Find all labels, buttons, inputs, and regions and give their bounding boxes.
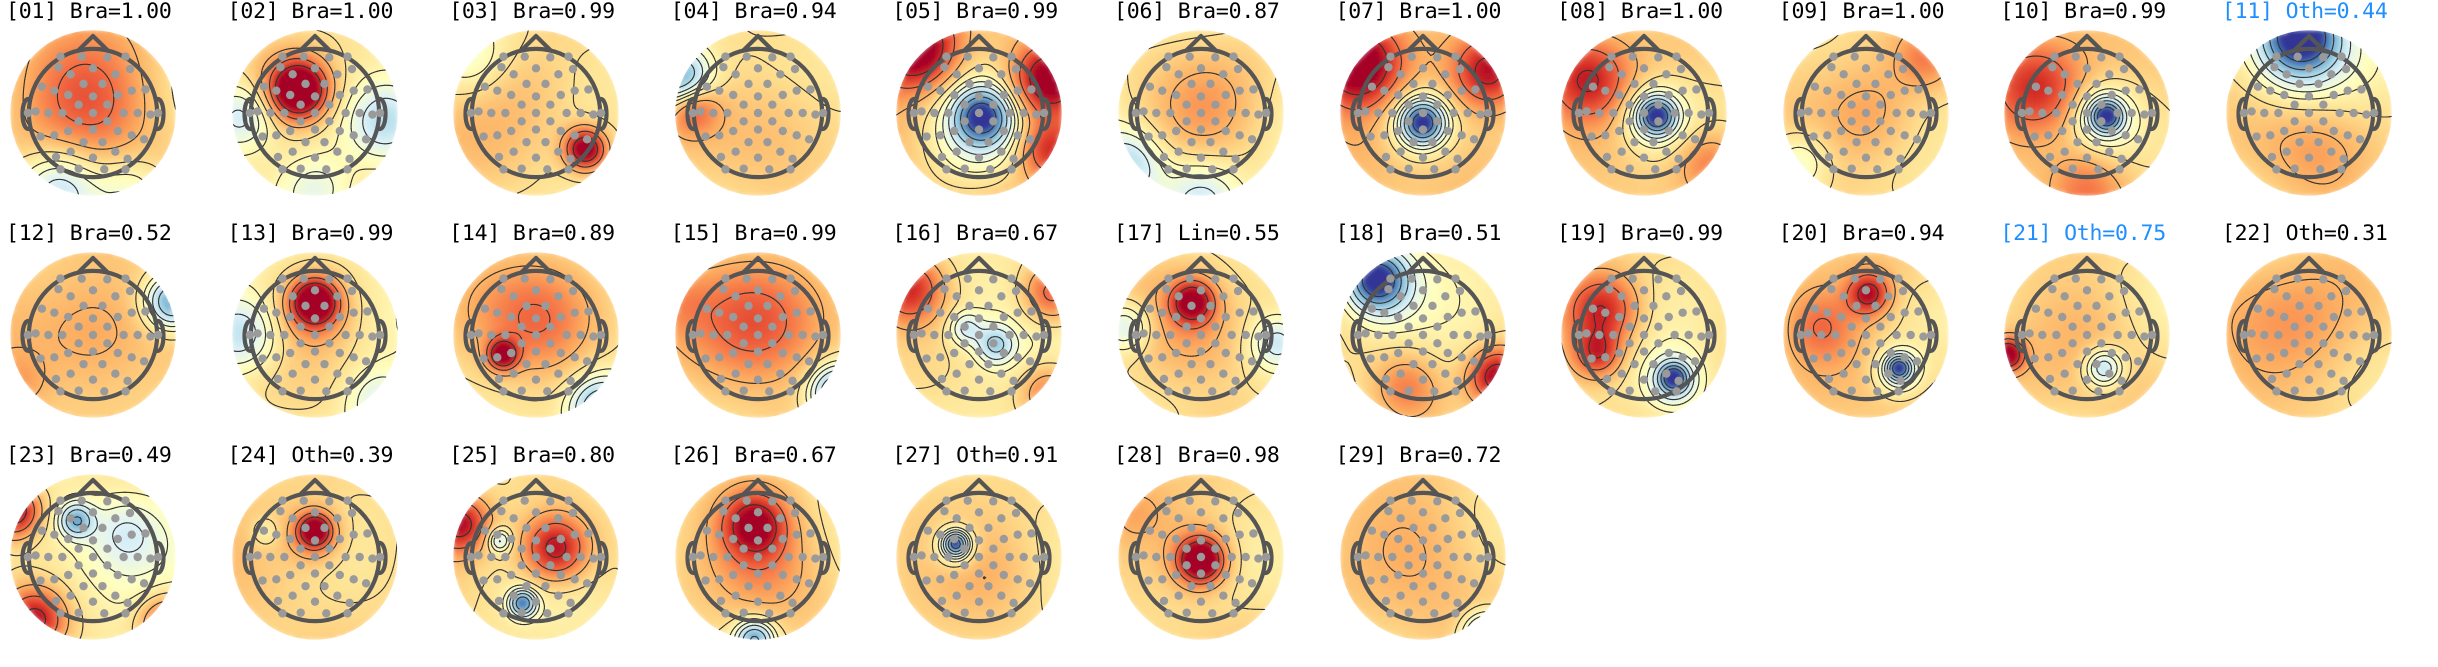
- ica-topomap-07[interactable]: [1334, 24, 1512, 202]
- ica-component-cell-14[interactable]: [14] Bra=0.89: [443, 222, 665, 444]
- ica-component-cell-18[interactable]: [18] Bra=0.51: [1330, 222, 1552, 444]
- ica-component-title-26[interactable]: [26] Bra=0.67: [671, 444, 881, 468]
- ica-component-cell-27[interactable]: [27] Oth=0.91: [886, 444, 1108, 666]
- ica-topomap-26[interactable]: [669, 468, 847, 646]
- ica-component-cell-11[interactable]: [11] Oth=0.44: [2216, 0, 2438, 222]
- ica-component-cell-09[interactable]: [09] Bra=1.00: [1773, 0, 1995, 222]
- ica-component-title-02[interactable]: [02] Bra=1.00: [228, 0, 438, 24]
- ica-component-cell-29[interactable]: [29] Bra=0.72: [1330, 444, 1552, 666]
- ica-component-cell-23[interactable]: [23] Bra=0.49: [0, 444, 222, 666]
- ica-component-title-10[interactable]: [10] Bra=0.99: [2000, 0, 2210, 24]
- ica-component-title-03[interactable]: [03] Bra=0.99: [449, 0, 659, 24]
- ica-component-cell-17[interactable]: [17] Lin=0.55: [1108, 222, 1330, 444]
- ica-component-title-27[interactable]: [27] Oth=0.91: [892, 444, 1102, 468]
- ica-topomap-01[interactable]: [4, 24, 182, 202]
- ica-topomap-02[interactable]: [226, 24, 404, 202]
- ica-topomap-28[interactable]: [1112, 468, 1290, 646]
- ica-component-title-07[interactable]: [07] Bra=1.00: [1336, 0, 1546, 24]
- ica-topomap-13[interactable]: [226, 246, 404, 424]
- ica-topomap-24[interactable]: [226, 468, 404, 646]
- ica-component-cell-07[interactable]: [07] Bra=1.00: [1330, 0, 1552, 222]
- ica-component-title-08[interactable]: [08] Bra=1.00: [1557, 0, 1767, 24]
- ica-topomap-29[interactable]: [1334, 468, 1512, 646]
- ica-component-cell-01[interactable]: [01] Bra=1.00: [0, 0, 222, 222]
- ica-component-cell-22[interactable]: [22] Oth=0.31: [2216, 222, 2438, 444]
- ica-topomap-06[interactable]: [1112, 24, 1290, 202]
- ica-component-cell-24[interactable]: [24] Oth=0.39: [222, 444, 444, 666]
- ica-topomap-16[interactable]: [890, 246, 1068, 424]
- ica-component-cell-15[interactable]: [15] Bra=0.99: [665, 222, 887, 444]
- ica-topomap-12[interactable]: [4, 246, 182, 424]
- ica-topomap-22[interactable]: [2220, 246, 2398, 424]
- ica-component-cell-06[interactable]: [06] Bra=0.87: [1108, 0, 1330, 222]
- ica-component-title-11[interactable]: [11] Oth=0.44: [2222, 0, 2432, 24]
- ica-component-cell-20[interactable]: [20] Bra=0.94: [1773, 222, 1995, 444]
- ica-topomap-19[interactable]: [1555, 246, 1733, 424]
- ica-component-title-28[interactable]: [28] Bra=0.98: [1114, 444, 1324, 468]
- ica-component-cell-16[interactable]: [16] Bra=0.67: [886, 222, 1108, 444]
- ica-component-title-13[interactable]: [13] Bra=0.99: [228, 222, 438, 246]
- ica-component-title-05[interactable]: [05] Bra=0.99: [892, 0, 1102, 24]
- ica-component-title-21[interactable]: [21] Oth=0.75: [2000, 222, 2210, 246]
- ica-topomap-03[interactable]: [447, 24, 625, 202]
- ica-component-cell-08[interactable]: [08] Bra=1.00: [1551, 0, 1773, 222]
- ica-topomap-08[interactable]: [1555, 24, 1733, 202]
- ica-topomap-09[interactable]: [1777, 24, 1955, 202]
- ica-topomap-10[interactable]: [1998, 24, 2176, 202]
- ica-topomap-05[interactable]: [890, 24, 1068, 202]
- ica-component-title-18[interactable]: [18] Bra=0.51: [1336, 222, 1546, 246]
- ica-topomap-20[interactable]: [1777, 246, 1955, 424]
- ica-component-cell-05[interactable]: [05] Bra=0.99: [886, 0, 1108, 222]
- ica-component-title-19[interactable]: [19] Bra=0.99: [1557, 222, 1767, 246]
- ica-topomap-27[interactable]: [890, 468, 1068, 646]
- ica-component-cell-28[interactable]: [28] Bra=0.98: [1108, 444, 1330, 666]
- ica-component-cell-26[interactable]: [26] Bra=0.67: [665, 444, 887, 666]
- ica-topomap-25[interactable]: [447, 468, 625, 646]
- ica-component-cell-12[interactable]: [12] Bra=0.52: [0, 222, 222, 444]
- ica-component-cell-04[interactable]: [04] Bra=0.94: [665, 0, 887, 222]
- ica-component-title-29[interactable]: [29] Bra=0.72: [1336, 444, 1546, 468]
- ica-component-cell-03[interactable]: [03] Bra=0.99: [443, 0, 665, 222]
- ica-component-cell-25[interactable]: [25] Bra=0.80: [443, 444, 665, 666]
- ica-component-title-12[interactable]: [12] Bra=0.52: [6, 222, 216, 246]
- ica-topomap-23[interactable]: [4, 468, 182, 646]
- ica-component-title-16[interactable]: [16] Bra=0.67: [892, 222, 1102, 246]
- ica-topomap-14[interactable]: [447, 246, 625, 424]
- ica-topomap-21[interactable]: [1998, 246, 2176, 424]
- ica-component-title-14[interactable]: [14] Bra=0.89: [449, 222, 659, 246]
- ica-component-cell-21[interactable]: [21] Oth=0.75: [1994, 222, 2216, 444]
- ica-component-cell-19[interactable]: [19] Bra=0.99: [1551, 222, 1773, 444]
- ica-component-title-15[interactable]: [15] Bra=0.99: [671, 222, 881, 246]
- ica-component-title-17[interactable]: [17] Lin=0.55: [1114, 222, 1324, 246]
- ica-topomap-15[interactable]: [669, 246, 847, 424]
- ica-component-title-25[interactable]: [25] Bra=0.80: [449, 444, 659, 468]
- ica-component-title-06[interactable]: [06] Bra=0.87: [1114, 0, 1324, 24]
- ica-topomap-11[interactable]: [2220, 24, 2398, 202]
- ica-topomap-17[interactable]: [1112, 246, 1290, 424]
- ica-component-title-04[interactable]: [04] Bra=0.94: [671, 0, 881, 24]
- ica-component-title-24[interactable]: [24] Oth=0.39: [228, 444, 438, 468]
- ica-component-title-09[interactable]: [09] Bra=1.00: [1779, 0, 1989, 24]
- ica-topomap-18[interactable]: [1334, 246, 1512, 424]
- ica-component-title-23[interactable]: [23] Bra=0.49: [6, 444, 216, 468]
- ica-component-cell-02[interactable]: [02] Bra=1.00: [222, 0, 444, 222]
- ica-component-title-22[interactable]: [22] Oth=0.31: [2222, 222, 2432, 246]
- ica-component-title-20[interactable]: [20] Bra=0.94: [1779, 222, 1989, 246]
- ica-component-title-01[interactable]: [01] Bra=1.00: [6, 0, 216, 24]
- ica-component-cell-10[interactable]: [10] Bra=0.99: [1994, 0, 2216, 222]
- ica-component-cell-13[interactable]: [13] Bra=0.99: [222, 222, 444, 444]
- ica-topomap-04[interactable]: [669, 24, 847, 202]
